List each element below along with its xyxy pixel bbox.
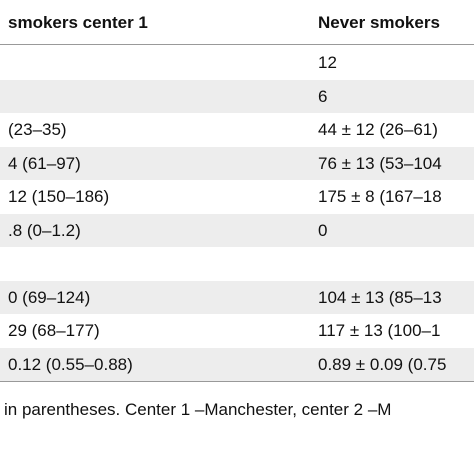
table-row: 29 (68–177) 117 ± 13 (100–1 [0, 314, 474, 347]
table-cell: 117 ± 13 (100–1 [318, 321, 441, 340]
table-cell: 44 ± 12 (26–61) [318, 120, 438, 139]
table-row: (23–35) 44 ± 12 (26–61) [0, 113, 474, 146]
table-cell: 12 (150–186) [8, 187, 110, 206]
table-cell: 104 ± 13 (85–13 [318, 287, 442, 307]
column-header: smokers center 1 [8, 13, 148, 32]
table-cell: (23–35) [8, 120, 67, 139]
table-row: .8 (0–1.2) 0 [0, 213, 474, 247]
column-header: Never smokers [318, 13, 440, 32]
table-cell: 12 [318, 53, 337, 72]
table-row: 6 [0, 79, 474, 113]
rule [0, 381, 474, 382]
table-cell: 0.89 ± 0.09 (0.75 [318, 354, 447, 374]
table-cell: 0 (69–124) [8, 287, 91, 307]
table-row [0, 247, 474, 280]
table-cell: 4 (61–97) [8, 153, 81, 173]
table-row: 4 (61–97) 76 ± 13 (53–104 [0, 146, 474, 180]
table-cell: 29 (68–177) [8, 321, 100, 340]
table-row: 12 [0, 46, 474, 79]
table-cell: 76 ± 13 (53–104 [318, 153, 442, 173]
table-cell: 175 ± 8 (167–18 [318, 187, 442, 206]
footnote: in parentheses. Center 1 –Manchester, ce… [4, 400, 392, 419]
rule [0, 44, 474, 45]
table-cell: 0.12 (0.55–0.88) [8, 354, 133, 374]
table-cell: .8 (0–1.2) [8, 220, 81, 240]
table-cell: 0 [318, 220, 328, 240]
table-row: 12 (150–186) 175 ± 8 (167–18 [0, 180, 474, 213]
table-cell: 6 [318, 86, 328, 106]
table-row: 0.12 (0.55–0.88) 0.89 ± 0.09 (0.75 [0, 347, 474, 381]
table-row: 0 (69–124) 104 ± 13 (85–13 [0, 280, 474, 314]
